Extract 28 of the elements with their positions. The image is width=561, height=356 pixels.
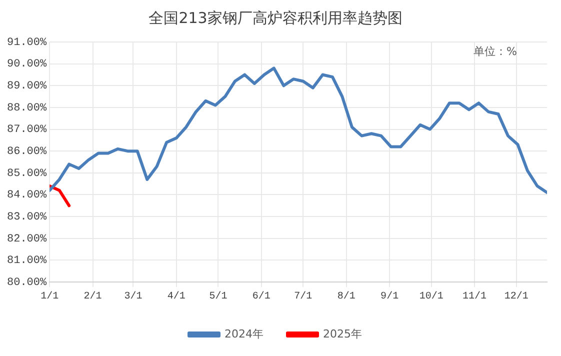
x-tick-label: 9/1	[380, 290, 399, 303]
chart-title: 全国213家钢厂高炉容积利用率趋势图	[148, 8, 402, 27]
y-tick-label: 89.00%	[6, 80, 47, 93]
annotation: 单位：%	[474, 44, 517, 58]
x-tick-label: 10/1	[419, 290, 444, 303]
y-tick-label: 81.00%	[6, 255, 47, 268]
y-tick-label: 84.00%	[6, 190, 47, 202]
x-tick-label: 8/1	[337, 290, 356, 303]
x-tick-label: 11/1	[462, 290, 487, 303]
x-tick-label: 1/1	[40, 290, 59, 303]
y-tick-label: 91.00%	[6, 36, 47, 49]
y-tick-label: 86.00%	[6, 146, 47, 158]
legend-label: 2024年	[224, 327, 264, 340]
x-tick-label: 7/1	[294, 290, 312, 303]
x-tick-label: 6/1	[252, 290, 270, 303]
y-tick-label: 85.00%	[6, 168, 47, 180]
y-tick-label: 83.00%	[6, 211, 47, 224]
x-tick-label: 4/1	[167, 290, 186, 303]
x-tick-label: 5/1	[209, 290, 228, 303]
legend-label: 2025年	[323, 327, 362, 340]
y-tick-label: 80.00%	[6, 276, 47, 289]
x-tick-label: 3/1	[124, 290, 142, 303]
x-tick-label: 12/1	[504, 290, 528, 303]
x-tick-label: 2/1	[84, 290, 102, 303]
y-tick-label: 88.00%	[6, 102, 47, 114]
y-tick-label: 87.00%	[6, 124, 47, 136]
y-tick-label: 90.00%	[6, 58, 47, 71]
y-tick-label: 82.00%	[6, 233, 47, 246]
